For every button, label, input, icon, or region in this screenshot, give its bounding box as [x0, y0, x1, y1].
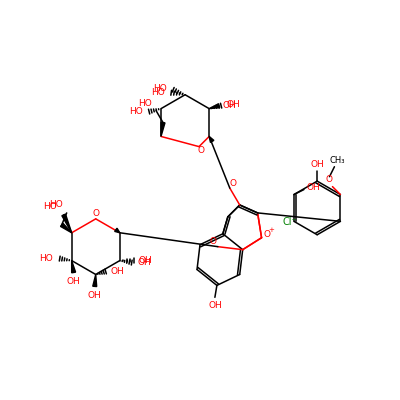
- Polygon shape: [209, 104, 220, 109]
- Text: HO: HO: [39, 254, 53, 263]
- Polygon shape: [115, 228, 120, 233]
- Text: O: O: [210, 237, 216, 246]
- Text: OH: OH: [307, 183, 321, 192]
- Text: OH: OH: [139, 256, 152, 265]
- Text: HO: HO: [43, 202, 57, 212]
- Text: OH: OH: [111, 267, 124, 276]
- Polygon shape: [209, 136, 214, 142]
- Polygon shape: [72, 260, 76, 273]
- Text: HO: HO: [129, 107, 143, 116]
- Text: O: O: [92, 210, 99, 218]
- Text: O: O: [229, 179, 236, 188]
- Polygon shape: [60, 223, 72, 233]
- Text: Cl⁻: Cl⁻: [282, 217, 297, 227]
- Text: O: O: [198, 146, 204, 155]
- Text: CH₃: CH₃: [330, 156, 345, 165]
- Text: HO: HO: [152, 88, 165, 97]
- Text: OH: OH: [67, 277, 80, 286]
- Text: OH: OH: [88, 291, 102, 300]
- Text: HO: HO: [154, 84, 167, 93]
- Text: OH: OH: [208, 301, 222, 310]
- Text: +: +: [268, 227, 274, 233]
- Text: O: O: [326, 175, 333, 184]
- Text: O: O: [263, 230, 270, 239]
- Text: HO: HO: [138, 99, 152, 108]
- Polygon shape: [62, 214, 72, 233]
- Text: HO: HO: [49, 200, 63, 210]
- Text: OH: OH: [222, 101, 236, 110]
- Text: OH: OH: [138, 258, 152, 267]
- Polygon shape: [93, 274, 97, 286]
- Text: OH: OH: [310, 160, 324, 169]
- Polygon shape: [161, 122, 165, 136]
- Text: OH: OH: [226, 100, 240, 109]
